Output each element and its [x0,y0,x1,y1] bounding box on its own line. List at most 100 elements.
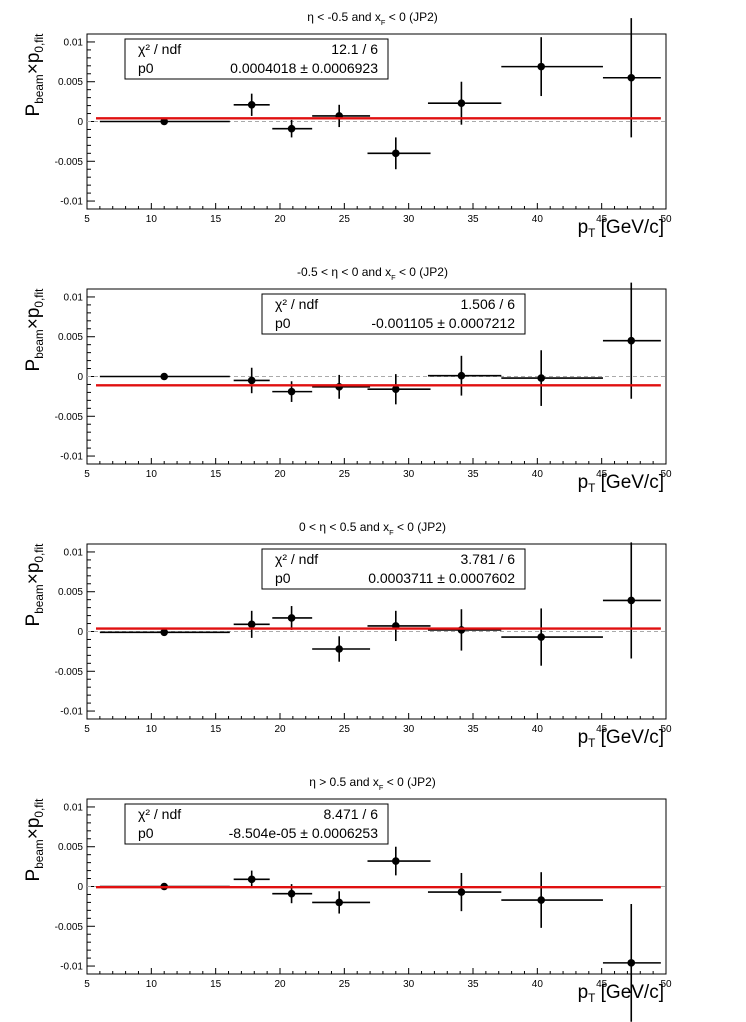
chart-title: -0.5 < η < 0 and xF < 0 (JP2) [297,265,448,282]
x-tick-label: 10 [146,469,158,480]
x-tick-label: 45 [596,469,608,480]
chi2-value: 12.1 / 6 [331,41,378,57]
stats-box: χ² / ndf 1.506 / 6 p0 -0.001105 ± 0.0007212 [261,293,526,335]
chart-title-part: -0.5 < η < 0 and x [297,265,391,279]
p0-value: -8.504e-05 ± 0.0006253 [229,825,379,841]
x-tick-label: 40 [532,214,544,225]
x-tick-label: 25 [339,724,351,735]
y-axis-label-part: ×p [23,53,44,75]
chart-panel-4: η > 0.5 and xF < 0 (JP2) 5 10 15 20 25 30 35 40 4… [23,775,672,1022]
data-point [160,117,168,126]
stats-box: χ² / ndf 12.1 / 6 p0 0.0004018 ± 0.0006923 [124,38,389,80]
chi2-value: 1.506 / 6 [461,296,516,312]
x-tick-label: 25 [339,979,351,990]
x-axis-label-part: p [578,217,589,238]
y-axis-label-part: 0,fit [32,288,46,308]
x-tick-label: 10 [146,979,158,990]
y-tick-label: -0.01 [60,962,83,973]
y-tick-label: -0.005 [55,667,84,678]
data-point [392,857,400,865]
chi2-label: χ² / ndf [275,296,318,312]
data-point [287,387,296,396]
y-axis-label-part: P [23,359,44,372]
x-tick-label: 5 [84,469,90,480]
chart-title: 0 < η < 0.5 and xF < 0 (JP2) [299,520,446,537]
y-axis-label: Pbeam×p0,fit [23,33,46,117]
chart-title-part: < 0 (JP2) [385,10,437,24]
x-tick-label: 20 [274,979,286,990]
y-tick-label: 0.005 [58,332,83,343]
x-tick-label: 5 [84,979,90,990]
y-axis-label-part: beam [32,329,46,359]
y-tick-label: -0.01 [60,197,83,208]
y-tick-label: -0.005 [55,922,84,933]
x-tick-label: 30 [403,469,415,480]
x-tick-label: 15 [210,469,222,480]
x-tick-label: 45 [596,724,608,735]
x-tick-label: 40 [532,979,544,990]
data-point [457,888,466,896]
chart-title-part: F [391,273,396,282]
y-axis-label-part: P [23,869,44,882]
data-point [537,374,545,382]
x-tick-label: 40 [532,469,544,480]
y-axis-label-part: ×p [23,563,44,585]
y-axis-label-part: 0,fit [32,33,46,53]
x-tick-label: 45 [596,214,608,225]
x-axis-label-part: p [578,727,589,748]
chart-title-part: < 0 (JP2) [383,775,435,789]
stats-box-frame [124,38,389,80]
p0-label: p0 [275,570,291,586]
y-tick-label: 0.005 [58,842,83,853]
x-tick-label: 30 [403,724,415,735]
data-point [457,99,466,108]
x-tick-label: 30 [403,979,415,990]
chi2-label: χ² / ndf [138,41,181,57]
data-point [287,124,296,133]
stats-box: χ² / ndf 8.471 / 6 p0 -8.504e-05 ± 0.000625… [124,803,389,845]
y-tick-label: -0.005 [55,157,84,168]
y-axis-label-part: ×p [23,818,44,840]
chart-title-part: 0 < η < 0.5 and x [299,520,389,534]
chart-title-part: < 0 (JP2) [394,520,446,534]
stats-box-frame [124,803,389,845]
y-axis-label-part: P [23,614,44,627]
x-tick-label: 40 [532,724,544,735]
x-axis-label-part: T [588,991,595,1005]
chart-panel-2: -0.5 < η < 0 and xF < 0 (JP2) 5 10 15 20 25 30… [23,265,672,495]
x-tick-label: 30 [403,214,415,225]
stats-box: χ² / ndf 3.781 / 6 p0 0.0003711 ± 0.0007602 [261,548,526,590]
y-tick-label: 0.01 [64,547,84,558]
y-axis-label: Pbeam×p0,fit [23,288,46,372]
data-point [335,645,343,653]
data-point [392,149,400,158]
x-tick-label: 10 [146,724,158,735]
p0-value: 0.0004018 ± 0.0006923 [230,60,378,76]
x-tick-label: 5 [84,214,90,225]
x-axis-label-part: p [578,982,589,1003]
y-axis-label-part: beam [32,839,46,869]
y-axis-label-part: 0,fit [32,798,46,818]
y-axis-label: Pbeam×p0,fit [23,543,46,627]
x-tick-label: 5 [84,724,90,735]
x-axis-label: pT [GeV/c] [578,472,664,495]
chi2-label: χ² / ndf [138,806,181,822]
x-axis-label-part: [GeV/c] [595,727,664,748]
x-tick-label: 50 [660,979,672,990]
chart-title-part: η > 0.5 and x [309,775,379,789]
y-tick-label: 0.005 [58,587,83,598]
x-axis-label-part: T [588,481,595,495]
y-axis-label: Pbeam×p0,fit [23,798,46,882]
x-tick-label: 15 [210,979,222,990]
data-point [335,898,343,907]
y-tick-label: 0 [77,117,83,128]
data-point [537,62,545,71]
chart-title-part: F [379,783,384,792]
y-tick-label: 0.005 [58,77,83,88]
data-point [392,385,400,394]
data-point [287,889,296,898]
data-point [537,633,545,641]
stats-box-frame [261,293,526,335]
y-tick-label: 0.01 [64,802,84,813]
